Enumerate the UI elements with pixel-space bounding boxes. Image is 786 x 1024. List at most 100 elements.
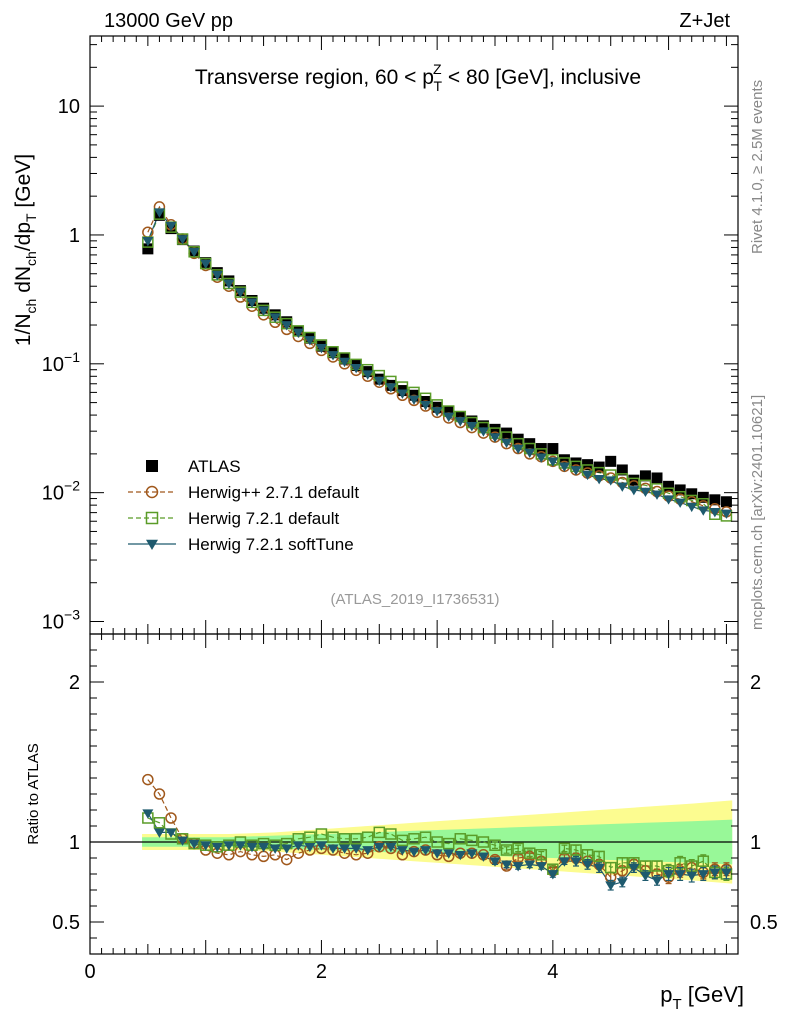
data-point xyxy=(709,507,721,518)
data-point xyxy=(408,395,420,405)
ratio-point xyxy=(535,849,548,861)
ratio-point xyxy=(200,841,212,851)
data-point xyxy=(593,474,605,485)
legend-marker xyxy=(145,485,159,499)
ratio-point xyxy=(223,841,235,851)
data-point xyxy=(547,443,559,455)
ratio-panel: 0.5 0.5 1 1 2 2 Ratio to ATLAS xyxy=(25,633,778,955)
data-point xyxy=(477,420,489,432)
ratio-point xyxy=(686,871,698,882)
data-point xyxy=(674,484,686,496)
ratio-point xyxy=(616,857,629,869)
y-tick-label: 10 xyxy=(58,96,80,118)
ratio-point xyxy=(512,862,524,872)
data-point xyxy=(281,321,293,331)
data-point xyxy=(408,394,420,407)
x-axis-label: pT [GeV] xyxy=(660,982,744,1013)
ratio-point xyxy=(477,852,489,862)
data-point xyxy=(142,237,154,247)
legend-label: Herwig 7.2.1 softTune xyxy=(188,535,354,554)
ratio-point xyxy=(466,849,478,859)
data-point xyxy=(177,235,189,245)
data-point xyxy=(709,494,721,506)
data-point xyxy=(489,433,501,443)
ratio-point xyxy=(489,857,501,867)
data-point xyxy=(686,502,698,513)
data-point xyxy=(234,288,246,298)
ratio-point xyxy=(477,836,490,848)
ratio-point xyxy=(258,842,270,853)
ratio-y-tick-label: 2 xyxy=(69,672,80,694)
ratio-point xyxy=(396,834,409,847)
ratio-point xyxy=(709,868,721,878)
ratio-point xyxy=(431,836,443,848)
data-point xyxy=(674,498,686,508)
ratio-point xyxy=(512,842,524,855)
ratio-point xyxy=(153,788,166,800)
legend-label: Herwig 7.2.1 default xyxy=(188,509,339,528)
ratio-point xyxy=(188,839,200,850)
data-point xyxy=(153,208,165,218)
mcplots-label: mcplots.cern.ch [arXiv:2401.10621] xyxy=(749,395,766,630)
data-point xyxy=(605,455,617,467)
ratio-point xyxy=(350,833,362,845)
data-point xyxy=(443,405,455,417)
data-point xyxy=(466,415,478,427)
data-point xyxy=(165,221,177,232)
main-panel: 10 1 10−1 10−2 10−3 Transverse region, 60 < … xyxy=(12,35,739,954)
data-point xyxy=(547,457,559,467)
data-point xyxy=(454,411,466,423)
y-tick-label: 1 xyxy=(69,225,80,247)
data-point xyxy=(686,488,698,500)
data-point xyxy=(697,506,709,516)
data-point xyxy=(362,370,374,380)
ratio-point xyxy=(431,849,443,859)
ratio-point xyxy=(165,828,177,838)
ratio-point xyxy=(281,844,293,854)
ratio-point xyxy=(142,773,154,786)
data-point xyxy=(582,470,594,481)
data-point xyxy=(454,417,466,427)
ratio-point xyxy=(280,853,293,866)
y-tick-label: 10−3 xyxy=(42,607,80,634)
ratio-point xyxy=(327,844,339,854)
ratio-point xyxy=(466,834,478,847)
ratio-point xyxy=(350,844,362,854)
data-point xyxy=(524,448,536,458)
ratio-point xyxy=(639,871,651,882)
ratio-point xyxy=(604,861,617,874)
data-point xyxy=(558,462,570,472)
ratio-point xyxy=(338,833,351,845)
data-point xyxy=(200,259,212,270)
data-point xyxy=(188,247,200,258)
ratio-point xyxy=(419,831,432,843)
legend-marker xyxy=(145,511,159,525)
ratio-point xyxy=(558,842,571,855)
data-point xyxy=(350,364,362,374)
data-point xyxy=(142,243,154,255)
data-point xyxy=(327,351,339,361)
data-point xyxy=(211,271,223,281)
data-point xyxy=(639,487,651,498)
data-point xyxy=(570,457,582,469)
ratio-point xyxy=(327,831,339,843)
ratio-y-tick-label-right: 2 xyxy=(750,672,761,694)
data-point xyxy=(304,336,316,346)
ratio-point xyxy=(593,850,605,863)
data-point xyxy=(605,476,617,486)
ratio-point xyxy=(651,876,663,886)
data-point xyxy=(489,423,501,435)
legend-marker xyxy=(146,539,158,550)
ratio-point xyxy=(651,860,663,872)
ratio-point xyxy=(524,860,536,870)
y-tick-label: 10−1 xyxy=(42,349,80,376)
y-axis-label: 1/Nch dNch/dpT [GeV] xyxy=(12,154,39,346)
data-point xyxy=(269,313,281,323)
data-point xyxy=(373,376,385,387)
ratio-point xyxy=(177,836,189,846)
data-point xyxy=(477,427,489,437)
ratio-point xyxy=(234,841,246,851)
data-point xyxy=(720,509,732,519)
ratio-point xyxy=(315,841,327,851)
ratio-point xyxy=(385,828,397,840)
